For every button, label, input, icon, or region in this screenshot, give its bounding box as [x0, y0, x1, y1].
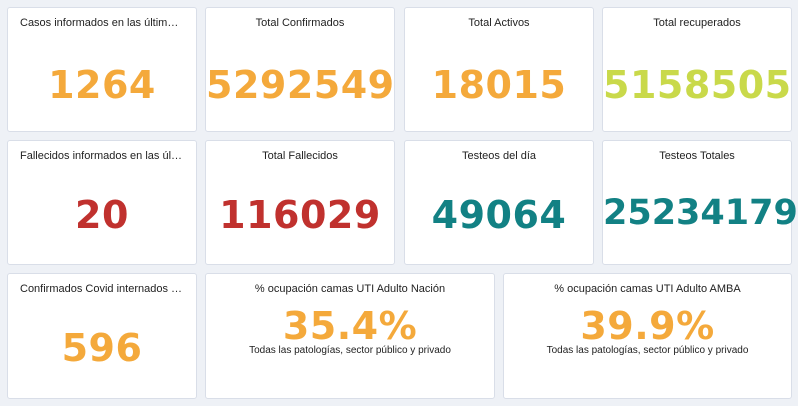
card-value: 35.4% [282, 304, 418, 348]
card-total-confirmados: Total Confirmados 5292549 [205, 7, 395, 132]
card-title: Testeos del día [462, 150, 536, 162]
card-ocupacion-amba: % ocupación camas UTI Adulto AMBA 39.9% … [503, 273, 792, 399]
card-value: 39.9% [580, 304, 715, 348]
card-value: 5158505 [603, 63, 792, 107]
card-title: Testeos Totales [659, 150, 735, 162]
card-value: 1264 [48, 63, 156, 107]
card-title: Confirmados Covid internados UTI [20, 283, 184, 295]
card-subtitle: Todas las patologías, sector público y p… [546, 345, 749, 356]
card-value: 25234179 [603, 193, 798, 233]
card-subtitle: Todas las patologías, sector público y p… [249, 345, 451, 356]
card-value: 596 [61, 326, 143, 370]
card-total-fallecidos: Total Fallecidos 116029 [205, 140, 395, 265]
card-testeos-totales: Testeos Totales 25234179 [602, 140, 798, 265]
card-value: 49064 [431, 193, 567, 237]
card-ocupacion-nacion: % ocupación camas UTI Adulto Nación 35.4… [205, 273, 495, 399]
card-value: 18015 [431, 63, 567, 107]
card-value: 116029 [219, 193, 381, 237]
card-title: % ocupación camas UTI Adulto AMBA [554, 283, 741, 295]
card-internados-uti: Confirmados Covid internados UTI 596 [7, 273, 197, 399]
card-fallecidos-ultimas: Fallecidos informados en las últim... 20 [7, 140, 197, 265]
card-value: 5292549 [206, 63, 395, 107]
card-title: Total Fallecidos [262, 150, 338, 162]
card-title: Total recuperados [653, 17, 741, 29]
card-testeos-dia: Testeos del día 49064 [404, 140, 594, 265]
card-total-recuperados: Total recuperados 5158505 [602, 7, 792, 132]
card-title: Fallecidos informados en las últim... [20, 150, 184, 162]
card-title: Casos informados en las últimas 2... [20, 17, 184, 29]
card-value: 20 [75, 193, 129, 237]
card-title: Total Confirmados [255, 17, 345, 29]
card-title: Total Activos [468, 17, 530, 29]
card-title: % ocupación camas UTI Adulto Nación [254, 283, 446, 295]
card-casos-ultimas: Casos informados en las últimas 2... 126… [7, 7, 197, 132]
card-total-activos: Total Activos 18015 [404, 7, 594, 132]
